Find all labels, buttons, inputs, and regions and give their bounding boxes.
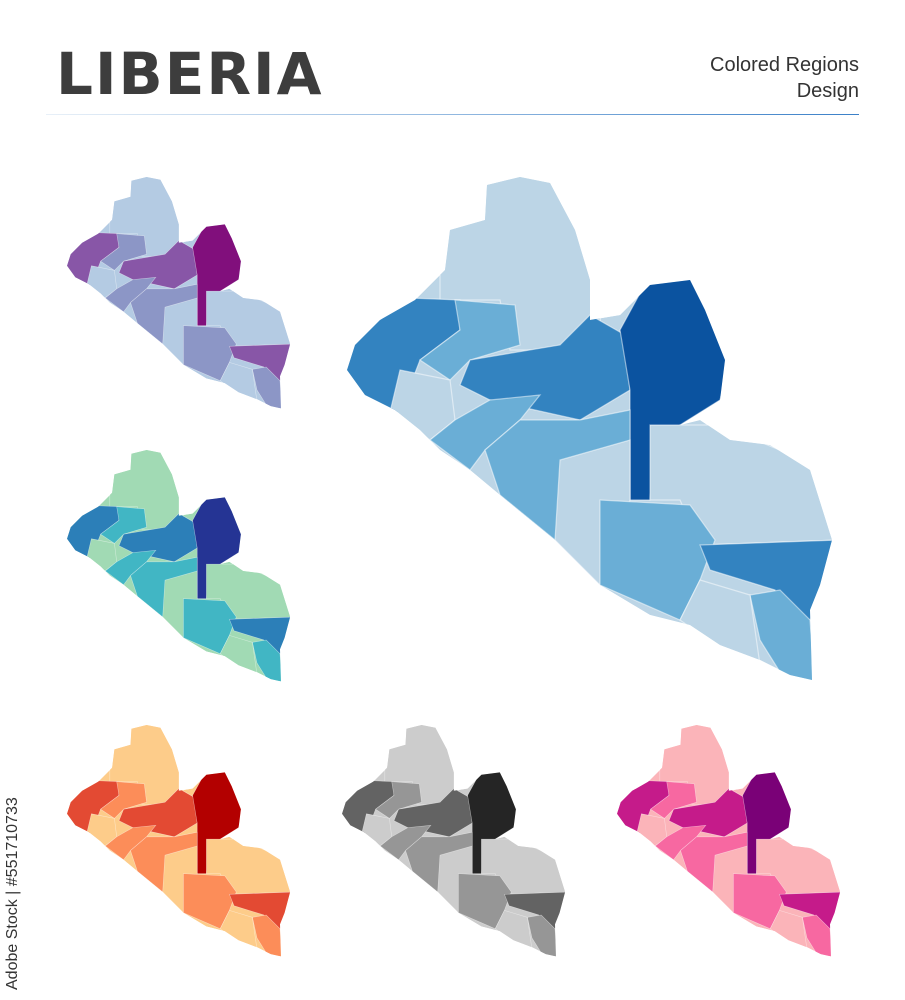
watermark-credit: Adobe Stock | #551710733 <box>4 797 21 990</box>
map-region-13 <box>749 589 816 680</box>
map-region-3 <box>100 233 147 271</box>
map-region-7 <box>104 549 157 586</box>
map-region-7 <box>104 276 157 313</box>
map-pink <box>617 725 841 957</box>
map-region-13 <box>802 914 833 957</box>
map-region-3 <box>100 506 147 544</box>
page-title: LIBERIA <box>56 40 324 108</box>
map-gray <box>342 725 566 957</box>
map-blue-large <box>347 177 832 680</box>
subtitle-line-1: Colored Regions <box>710 54 859 76</box>
map-teal <box>67 450 291 682</box>
map-region-7 <box>654 824 707 861</box>
subtitle-line-2: Design <box>796 80 859 102</box>
header-divider <box>46 114 859 115</box>
map-region-13 <box>527 914 558 957</box>
subtitle: Colored Regions Design <box>710 52 859 104</box>
map-region-7 <box>379 824 432 861</box>
map-purple <box>67 177 291 409</box>
map-region-13 <box>252 914 283 957</box>
map-region-7 <box>104 824 157 861</box>
map-region-13 <box>252 639 283 682</box>
map-region-7 <box>429 394 542 471</box>
map-orange <box>67 725 291 957</box>
map-region-3 <box>100 781 147 819</box>
map-region-3 <box>650 781 697 819</box>
map-region-13 <box>252 366 283 409</box>
map-region-3 <box>418 299 521 381</box>
map-region-3 <box>375 781 422 819</box>
